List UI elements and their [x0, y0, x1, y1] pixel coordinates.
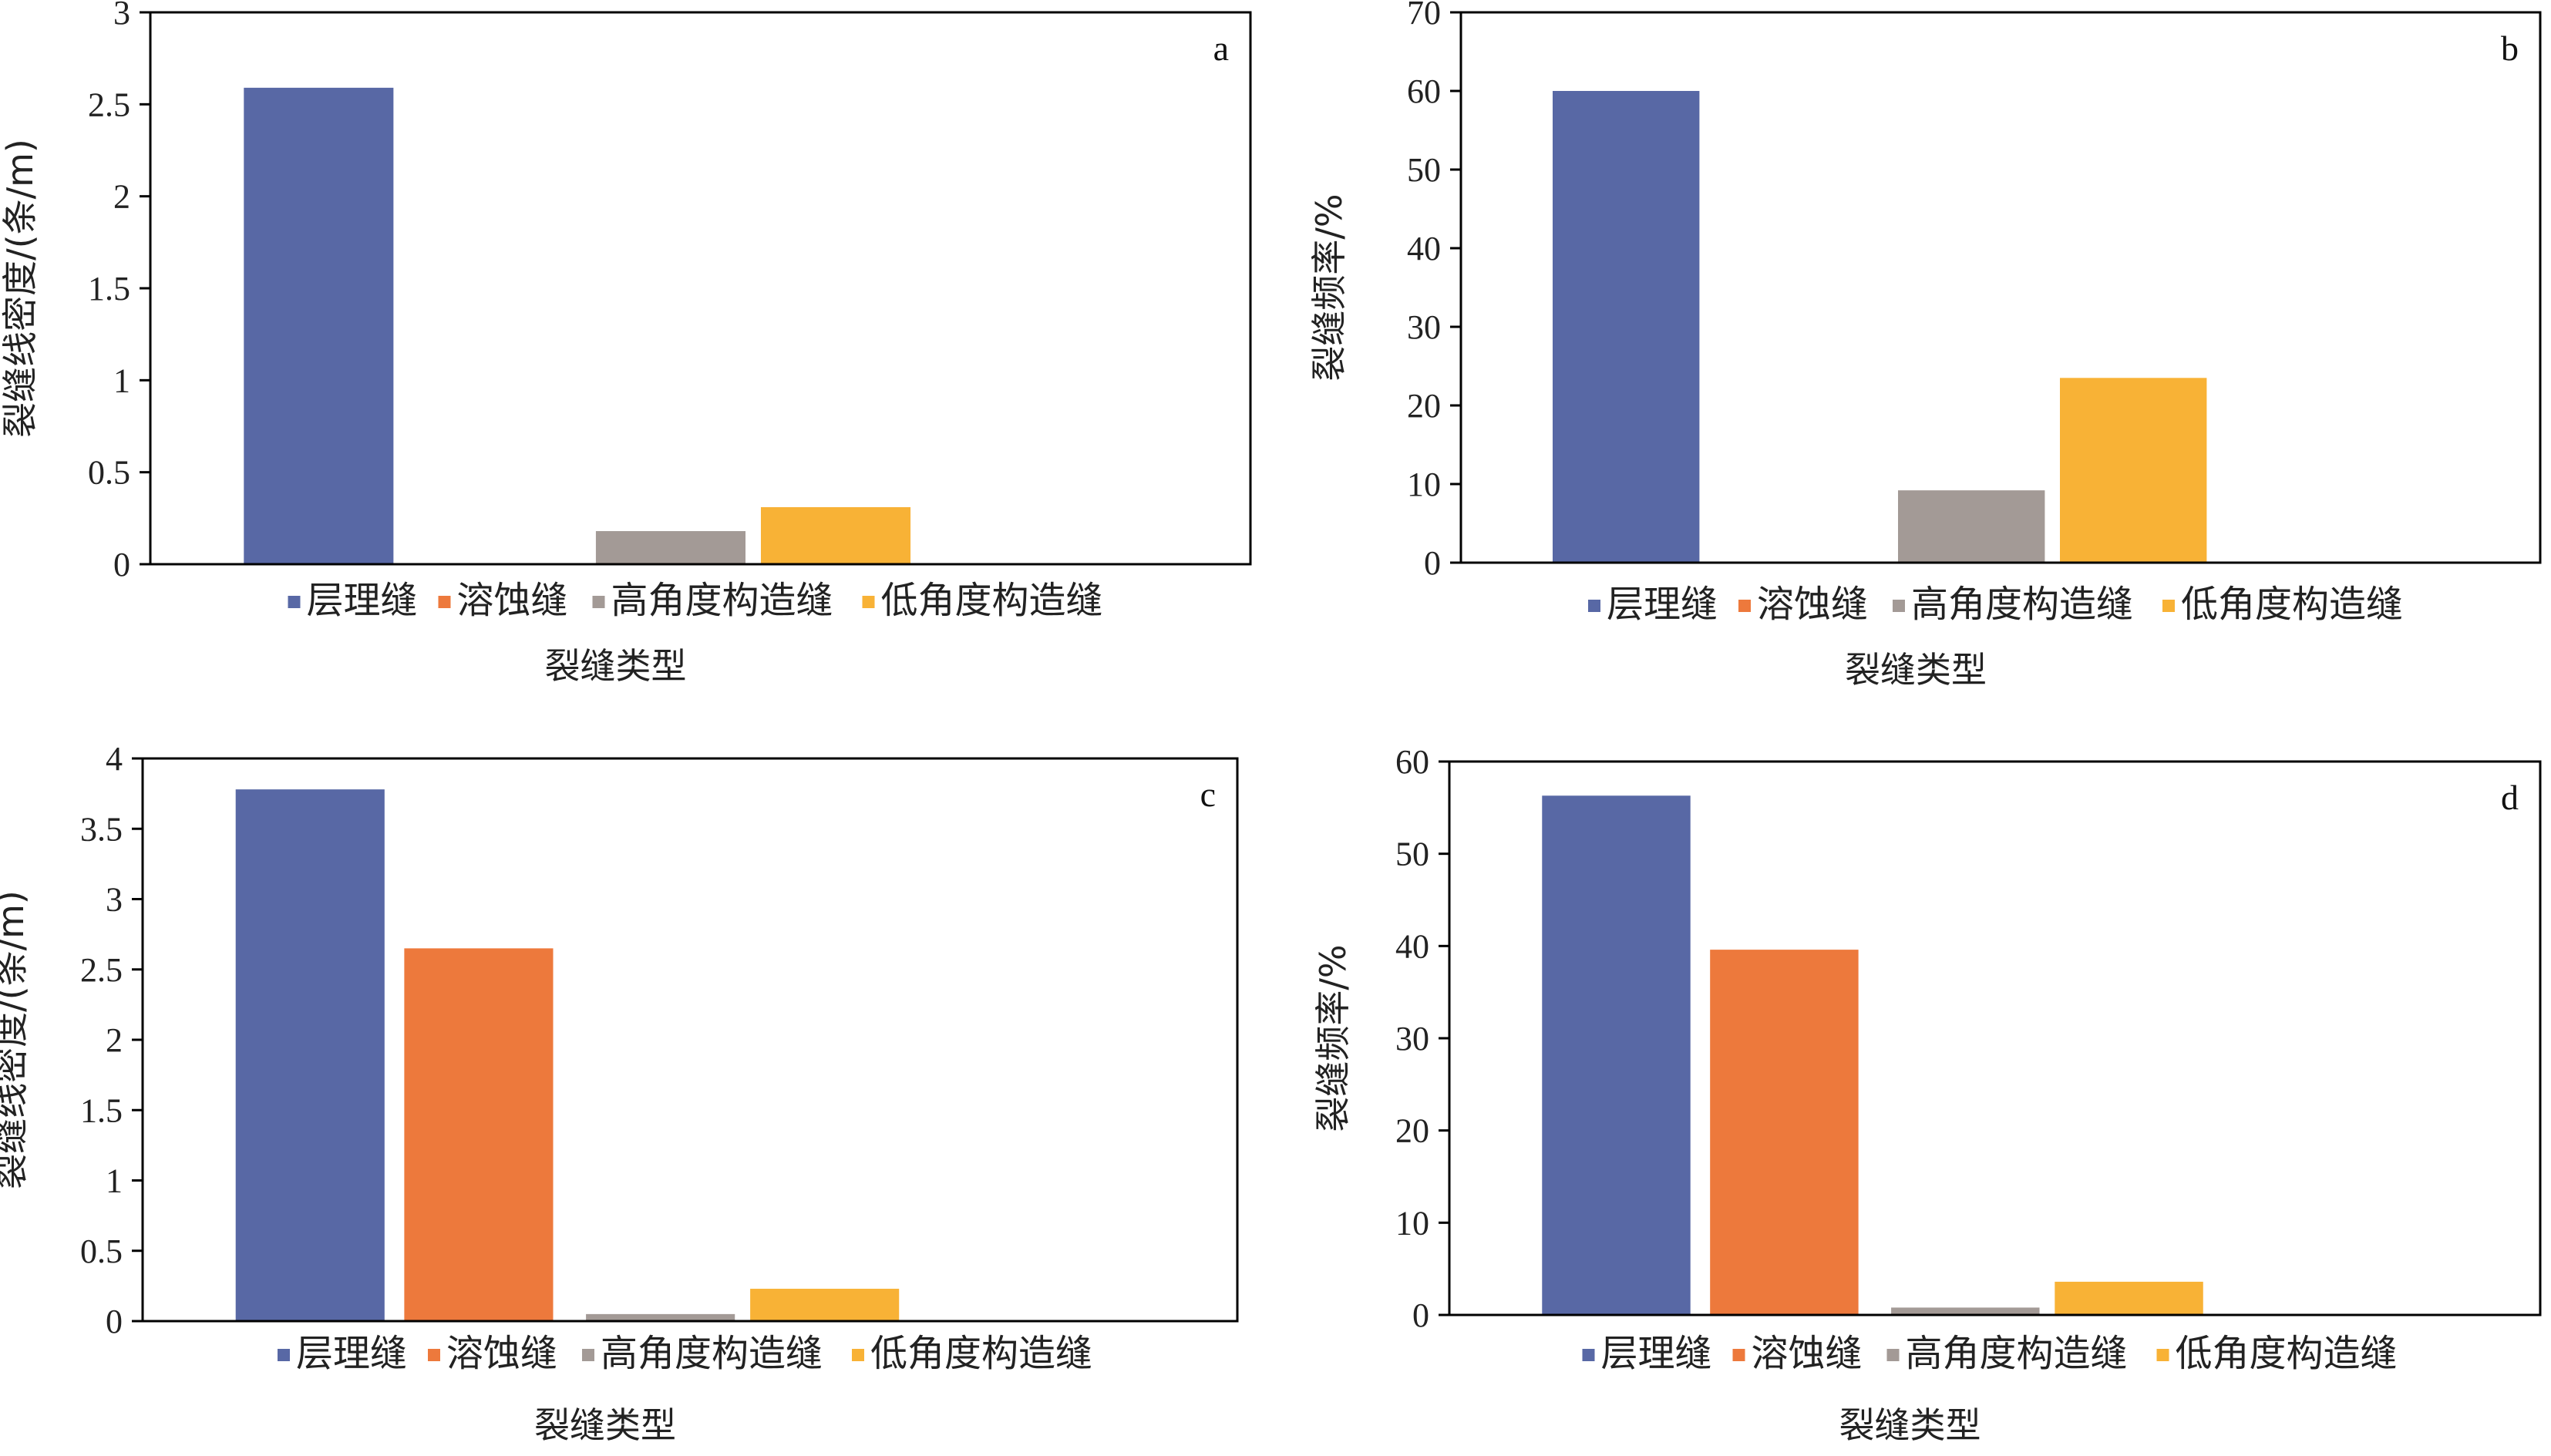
bar-a-3 — [595, 531, 746, 564]
y-tick-label: 20 — [1407, 387, 1441, 425]
y-axis-title: 裂缝频率/% — [1312, 944, 1354, 1132]
legend-swatch — [1738, 600, 1751, 612]
y-tick-label: 0 — [1424, 544, 1441, 582]
plot-frame — [1459, 11, 2542, 564]
bar-c-2 — [404, 948, 554, 1321]
y-tick-label: 1 — [113, 361, 130, 399]
x-axis-title: 裂缝类型 — [545, 645, 687, 687]
legend-label: 层理缝 — [296, 1332, 407, 1375]
y-tick-label: 20 — [1395, 1112, 1429, 1150]
panel-label: a — [1213, 29, 1229, 68]
legend-swatch — [1732, 1349, 1745, 1361]
bar-b-4 — [2060, 378, 2207, 563]
y-tick-label: 1.5 — [88, 270, 130, 308]
chart-panel-a: 0 0.5 1 1.5 2 2.5 3 a 裂缝线密度/(条/m) 层理缝 溶蚀缝 高角度构造缝 低角度… — [0, 0, 1252, 687]
legend-label: 低角度构造缝 — [870, 1332, 1092, 1375]
x-axis-title: 裂缝类型 — [534, 1404, 676, 1446]
y-tick-label: 10 — [1395, 1204, 1429, 1242]
y-tick-label: 3 — [106, 881, 123, 919]
legend-label: 高角度构造缝 — [611, 579, 833, 622]
y-tick-label: 1 — [106, 1162, 123, 1200]
legend: 层理缝 溶蚀缝 高角度构造缝 低角度构造缝 — [1588, 583, 2403, 626]
legend-label: 低角度构造缝 — [2181, 583, 2403, 626]
y-tick-label: 2 — [113, 178, 130, 216]
y-tick-label: 2 — [106, 1021, 123, 1059]
legend: 层理缝 溶蚀缝 高角度构造缝 低角度构造缝 — [288, 579, 1103, 622]
bar-a-1 — [244, 87, 394, 564]
y-tick-label: 4 — [106, 740, 123, 778]
legend-label: 高角度构造缝 — [601, 1332, 823, 1375]
chart-panel-c: 0 0.5 1 1.5 2 2.5 3 3.5 4 c 裂缝线密度/(条/m) 层理缝 溶蚀缝 高角度构造… — [0, 740, 1239, 1446]
legend: 层理缝 溶蚀缝 高角度构造缝 低角度构造缝 — [1582, 1332, 2398, 1375]
y-tick-label: 70 — [1407, 0, 1441, 32]
y-tick-label: 2.5 — [80, 951, 123, 989]
bar-c-3 — [586, 1313, 735, 1321]
y-tick-label: 50 — [1407, 151, 1441, 189]
legend-swatch — [2162, 600, 2175, 612]
legend: 层理缝 溶蚀缝 高角度构造缝 低角度构造缝 — [278, 1332, 1092, 1375]
legend-label: 低角度构造缝 — [881, 579, 1103, 622]
y-tick-label: 50 — [1395, 836, 1429, 873]
legend-swatch — [1886, 1349, 1900, 1361]
legend-swatch — [592, 596, 605, 608]
y-tick-label: 60 — [1395, 743, 1429, 781]
legend-swatch — [2156, 1349, 2169, 1361]
chart-panel-b: 0 10 20 30 40 50 60 70 b 裂缝频率/% 层理缝 溶蚀缝 高角度构造缝 低角度构造缝… — [1308, 0, 2542, 691]
y-tick-label: 0 — [113, 546, 130, 583]
legend-swatch — [862, 596, 875, 608]
panel-label: d — [2501, 778, 2519, 817]
y-tick-label: 3.5 — [80, 810, 123, 848]
x-axis-title: 裂缝类型 — [1839, 1404, 1981, 1446]
bar-c-4 — [750, 1289, 900, 1321]
legend-label: 高角度构造缝 — [1906, 1332, 2128, 1375]
y-tick-label: 40 — [1395, 927, 1429, 965]
legend-label: 溶蚀缝 — [446, 1332, 557, 1375]
y-axis-title: 裂缝频率/% — [1308, 193, 1350, 381]
bar-b-3 — [1898, 490, 2045, 563]
panel-label: c — [1200, 775, 1216, 814]
bar-d-3 — [1891, 1307, 2040, 1315]
bar-c-1 — [235, 789, 385, 1321]
legend-swatch — [1893, 600, 1905, 612]
legend-swatch — [278, 1349, 290, 1361]
legend-label: 层理缝 — [1607, 583, 1718, 626]
y-tick-label: 0 — [1412, 1296, 1429, 1334]
chart-panel-d: 0 10 20 30 40 50 60 d 裂缝频率/% 层理缝 溶蚀缝 高角度构造缝 低角度构造缝裂缝… — [1312, 743, 2542, 1446]
legend-label: 低角度构造缝 — [2176, 1332, 2398, 1375]
y-tick-label: 2.5 — [88, 86, 130, 123]
panel-label: b — [2501, 29, 2519, 68]
y-tick-label: 10 — [1407, 466, 1441, 503]
bar-d-2 — [1710, 950, 1859, 1315]
legend-swatch — [1582, 1349, 1595, 1361]
x-axis-title: 裂缝类型 — [1845, 649, 1987, 691]
bar-a-4 — [760, 507, 911, 564]
bar-b-1 — [1553, 91, 1700, 563]
legend-label: 溶蚀缝 — [1752, 1332, 1863, 1375]
y-tick-label: 30 — [1395, 1020, 1429, 1058]
legend-swatch — [428, 1349, 440, 1361]
legend-swatch — [438, 596, 451, 608]
y-tick-label: 3 — [113, 0, 130, 32]
y-tick-label: 0.5 — [80, 1232, 123, 1270]
legend-label: 溶蚀缝 — [457, 579, 568, 622]
legend-swatch — [288, 596, 301, 608]
y-tick-label: 60 — [1407, 72, 1441, 110]
legend-swatch — [1588, 600, 1600, 612]
y-tick-label: 0.5 — [88, 454, 130, 492]
y-axis-title: 裂缝线密度/(条/m) — [0, 890, 32, 1189]
y-axis-title: 裂缝线密度/(条/m) — [0, 139, 41, 438]
y-tick-label: 1.5 — [80, 1091, 123, 1129]
legend-label: 层理缝 — [307, 579, 418, 622]
bar-d-1 — [1542, 795, 1691, 1315]
legend-label: 层理缝 — [1601, 1332, 1712, 1375]
legend-label: 溶蚀缝 — [1757, 583, 1868, 626]
y-tick-label: 30 — [1407, 308, 1441, 346]
y-tick-label: 40 — [1407, 230, 1441, 267]
bar-d-4 — [2055, 1281, 2203, 1315]
legend-swatch — [852, 1349, 864, 1361]
legend-label: 高角度构造缝 — [1911, 583, 2133, 626]
legend-swatch — [582, 1349, 594, 1361]
y-tick-label: 0 — [106, 1303, 123, 1340]
